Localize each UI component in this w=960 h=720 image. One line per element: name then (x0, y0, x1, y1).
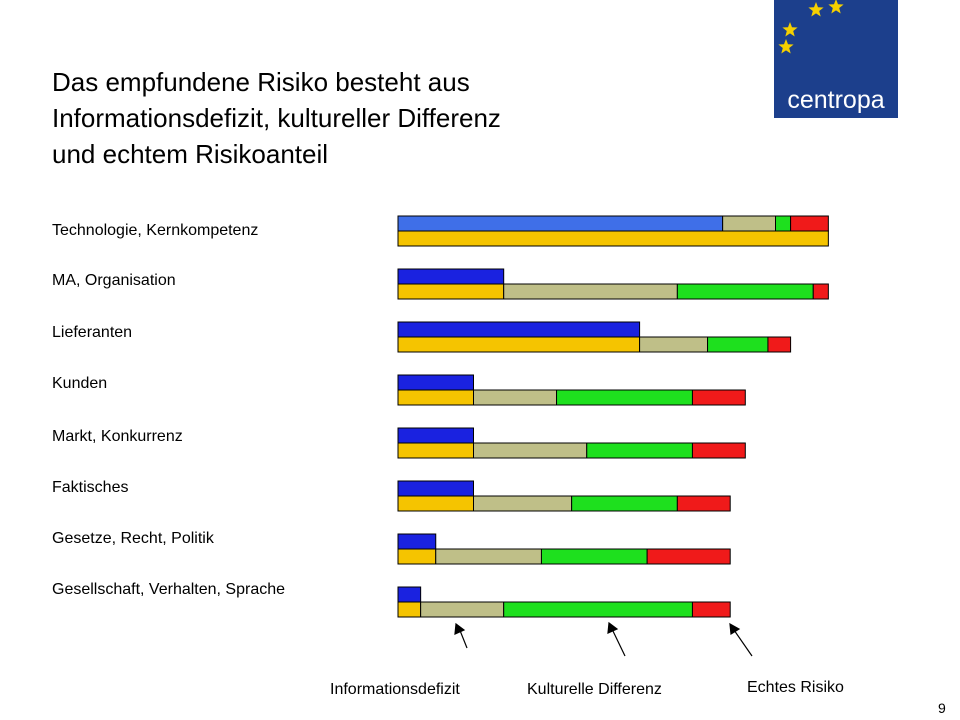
title-line: Das empfundene Risiko besteht aus (52, 67, 470, 97)
category-label: MA, Organisation (52, 272, 176, 289)
category-label: Kunden (52, 375, 108, 392)
bar-segment (646, 548, 731, 565)
bar-segment (556, 389, 693, 406)
bar-segment (397, 442, 474, 459)
category-label: Faktisches (52, 479, 129, 496)
bar-segment (503, 283, 678, 300)
bar-segment (586, 442, 693, 459)
bar-segment (639, 336, 709, 353)
bar-segment (691, 442, 746, 459)
bar-segment-top (775, 215, 792, 232)
category-label: Gesetze, Recht, Politik (52, 530, 214, 547)
arrowhead (607, 621, 619, 634)
centropa-logo: centropa (774, 0, 898, 118)
bar-segment (397, 601, 422, 618)
bar-segment (767, 336, 792, 353)
bar-top-blue (397, 586, 422, 603)
bar-top-blue (397, 374, 474, 391)
legend-label-informationsdefizit: Informationsdefizit (330, 681, 460, 698)
logo-stars-icon (778, 0, 844, 54)
bar-top-blue (397, 480, 474, 497)
bar-top-blue (397, 321, 641, 338)
title-line: und echtem Risikoanteil (52, 139, 329, 169)
bar-segment-top (722, 215, 777, 232)
category-label: Lieferanten (52, 324, 133, 341)
bar-segment (397, 548, 437, 565)
logo-star (778, 39, 794, 54)
legend-label-kulturelle-differenz: Kulturelle Differenz (527, 681, 662, 698)
bar-segment-bottom (397, 230, 829, 247)
bar-segment (397, 283, 505, 300)
category-label: Gesellschaft, Verhalten, Sprache (52, 581, 286, 598)
logo-star (828, 0, 844, 14)
bar-top-blue (397, 268, 505, 285)
bar-segment (707, 336, 769, 353)
arrow-kulturelle-differenz (611, 628, 626, 657)
bar-segment (676, 283, 814, 300)
page-number: 9 (938, 700, 946, 716)
arrowhead (454, 622, 466, 635)
bar-top-blue (397, 427, 474, 444)
logo-star (782, 22, 798, 37)
bar-segment (691, 601, 731, 618)
bar-segment (473, 389, 558, 406)
bar-segment (397, 389, 474, 406)
logo-text: centropa (787, 86, 885, 114)
bar-segment (420, 601, 505, 618)
bar-segment-top (790, 215, 829, 232)
bar-segment (473, 495, 573, 512)
bar-segment (540, 548, 648, 565)
bar-segment (503, 601, 693, 618)
slide-title: Das empfundene Risiko besteht aus Inform… (52, 64, 672, 172)
arrowhead (729, 622, 741, 636)
legend-label-echtes-risiko: Echtes Risiko (747, 679, 844, 696)
arrow-echtes-risiko (733, 629, 753, 657)
bar-segment (812, 283, 829, 300)
bar-segment (435, 548, 542, 565)
logo-star (808, 2, 824, 17)
bar-segment (676, 495, 731, 512)
bar-segment (473, 442, 588, 459)
category-label: Markt, Konkurrenz (52, 428, 183, 445)
bar-segment (691, 389, 746, 406)
bar-segment-top (397, 215, 724, 232)
bar-top-blue (397, 533, 437, 550)
bar-segment (397, 495, 474, 512)
title-line: Informationsdefizit, kultureller Differe… (52, 103, 501, 133)
category-label: Technologie, Kernkompetenz (52, 222, 259, 239)
bar-segment (397, 336, 641, 353)
bar-segment (571, 495, 678, 512)
